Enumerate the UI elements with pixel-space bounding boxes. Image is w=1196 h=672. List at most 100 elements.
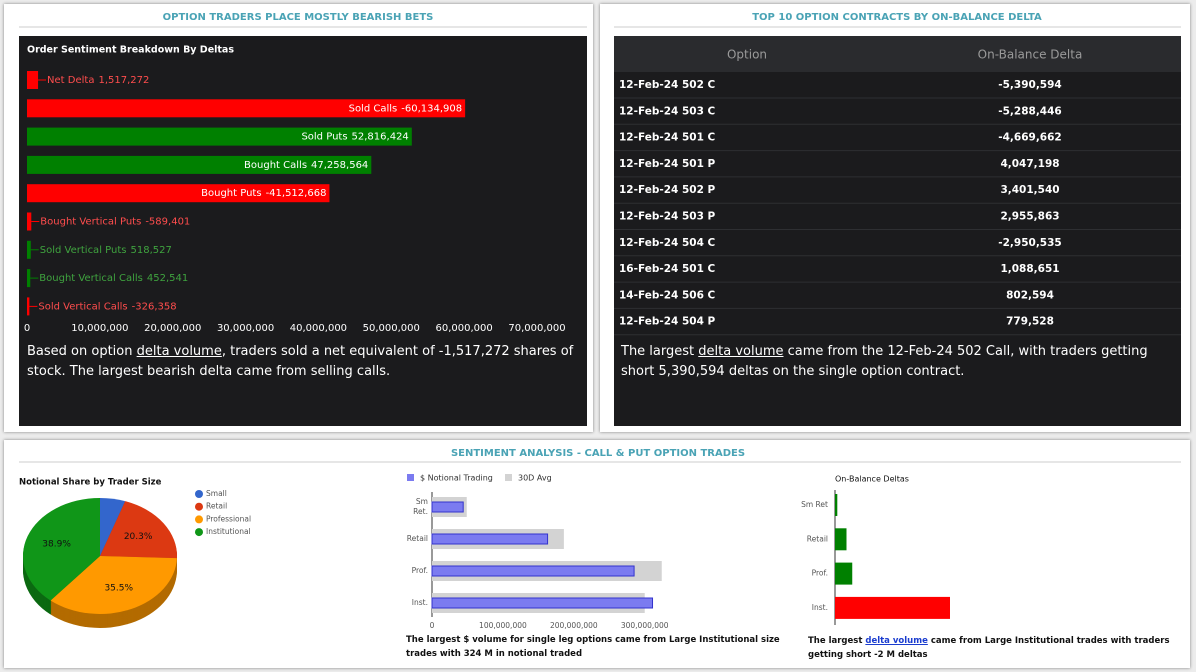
- bar-label: Sold Calls -60,134,908: [349, 103, 463, 114]
- panel: [4, 440, 1190, 668]
- cell: 12-Feb-24 501 C: [619, 132, 716, 144]
- bar: [27, 240, 31, 259]
- x-tick-label: 100,000,000: [479, 621, 527, 630]
- bar-label: Bought Vertical Calls 452,541: [39, 273, 188, 284]
- legend-swatch: [505, 474, 512, 481]
- legend-swatch: [195, 502, 203, 511]
- text: Based on option: [27, 344, 137, 359]
- bar: [27, 269, 31, 288]
- x-tick-label: 300,000,000: [621, 621, 669, 630]
- x-tick-label: 70,000,000: [508, 323, 565, 334]
- bar-label: Bought Calls 47,258,564: [244, 160, 368, 171]
- text: came from Large Institutional trades wit…: [808, 636, 1170, 660]
- link[interactable]: delta volume: [698, 344, 784, 359]
- link[interactable]: delta volume: [136, 344, 222, 359]
- x-tick-label: 0: [430, 621, 435, 630]
- table-header: [614, 36, 1181, 72]
- bar: [431, 597, 654, 609]
- category: Sold Vertical Puts: [40, 245, 127, 256]
- cell: 14-Feb-24 506 C: [619, 289, 716, 301]
- legend-swatch: [195, 515, 203, 524]
- value-label: 52,816,424: [352, 132, 409, 143]
- category: Bought Calls: [244, 160, 307, 171]
- slice: [50, 556, 177, 614]
- label-part: Sm: [416, 497, 428, 506]
- legend-label: Institutional: [206, 527, 251, 536]
- category: Sold Puts: [301, 132, 347, 143]
- cell: 802,594: [1006, 289, 1054, 301]
- summary: The largest delta volume came from the 1…: [621, 342, 1166, 382]
- x-tick-label: 20,000,000: [144, 323, 201, 334]
- column-header: Option: [727, 48, 767, 62]
- link[interactable]: delta volume: [865, 636, 928, 646]
- category: Sold Vertical Calls: [38, 301, 127, 312]
- y-tick-label: Retail: [407, 534, 428, 543]
- bar: [835, 528, 847, 551]
- legend-label: 30D Avg: [518, 474, 552, 483]
- bar-label: Sold Vertical Puts 518,527: [40, 245, 172, 256]
- x-tick-label: 60,000,000: [436, 323, 493, 334]
- bar-label: Bought Puts -41,512,668: [201, 188, 326, 199]
- cell: -5,288,446: [998, 105, 1061, 117]
- value-label: -60,134,908: [401, 103, 462, 114]
- y-tick-label: Inst.: [412, 598, 428, 607]
- legend-swatch: [195, 528, 203, 537]
- bar: [835, 562, 853, 585]
- bar-label: Sold Vertical Calls -326,358: [38, 301, 176, 312]
- cell: 3,401,540: [1000, 184, 1059, 196]
- cell: 16-Feb-24 501 C: [619, 263, 716, 275]
- y-tick-label: Inst.: [812, 603, 828, 612]
- y-tick-label: Retail: [807, 534, 828, 543]
- legend-swatch: [195, 490, 203, 498]
- cell: 12-Feb-24 504 P: [619, 316, 716, 328]
- value-label: -589,401: [145, 217, 190, 228]
- value-label: 452,541: [147, 273, 188, 284]
- y-tick-label: Sm Ret.: [413, 497, 428, 516]
- legend-label: Small: [206, 489, 227, 498]
- category: Bought Vertical Puts: [40, 217, 141, 228]
- category: Sold Calls: [349, 103, 398, 114]
- category: Bought Puts: [201, 188, 261, 199]
- column-header: On-Balance Delta: [978, 48, 1083, 62]
- x-tick-label: 40,000,000: [290, 323, 347, 334]
- legend-swatch: [407, 474, 414, 481]
- cell: 4,047,198: [1000, 158, 1059, 170]
- bar: [27, 297, 30, 316]
- summary: Based on option delta volume, traders so…: [27, 342, 577, 382]
- label-part: Ret.: [413, 507, 428, 516]
- bar: [27, 212, 32, 231]
- caption: The largest $ volume for single leg opti…: [406, 635, 780, 659]
- x-tick-label: 200,000,000: [550, 621, 598, 630]
- slice-label: 35.5%: [104, 583, 133, 593]
- cell: -4,669,662: [998, 132, 1061, 144]
- cell: 1,088,651: [1000, 263, 1059, 275]
- value-label: -326,358: [132, 301, 177, 312]
- legend-label: Professional: [206, 514, 251, 523]
- bar: [431, 565, 635, 577]
- slice: [100, 498, 126, 556]
- text: The largest: [621, 344, 699, 359]
- cell: 12-Feb-24 504 C: [619, 237, 716, 249]
- cell: 12-Feb-24 502 P: [619, 184, 716, 196]
- chart-title: Order Sentiment Breakdown By Deltas: [27, 45, 234, 56]
- chart-title: Notional Share by Trader Size: [19, 478, 162, 488]
- legend-label: Retail: [206, 502, 227, 511]
- x-tick-label: 30,000,000: [217, 323, 274, 334]
- bar: [27, 155, 372, 174]
- cell: 12-Feb-24 503 C: [619, 105, 716, 117]
- bar: [27, 99, 466, 118]
- category: Net Delta: [47, 75, 94, 86]
- bar: [27, 127, 412, 146]
- category: Bought Vertical Calls: [39, 273, 143, 284]
- bar: [431, 533, 549, 545]
- text: , traders sold a net equivalent of -1,51…: [27, 344, 574, 379]
- legend-label: $ Notional Trading: [420, 474, 493, 483]
- value-label: 518,527: [130, 245, 171, 256]
- table-area: [614, 36, 1181, 426]
- chart-title: On-Balance Deltas: [835, 475, 909, 484]
- value-label: 47,258,564: [311, 160, 368, 171]
- panel-title: TOP 10 OPTION CONTRACTS BY ON-BALANCE DE…: [752, 12, 1042, 23]
- slice: [100, 501, 177, 559]
- bar-label: Sold Puts 52,816,424: [301, 132, 408, 143]
- x-tick-label: 10,000,000: [71, 323, 128, 334]
